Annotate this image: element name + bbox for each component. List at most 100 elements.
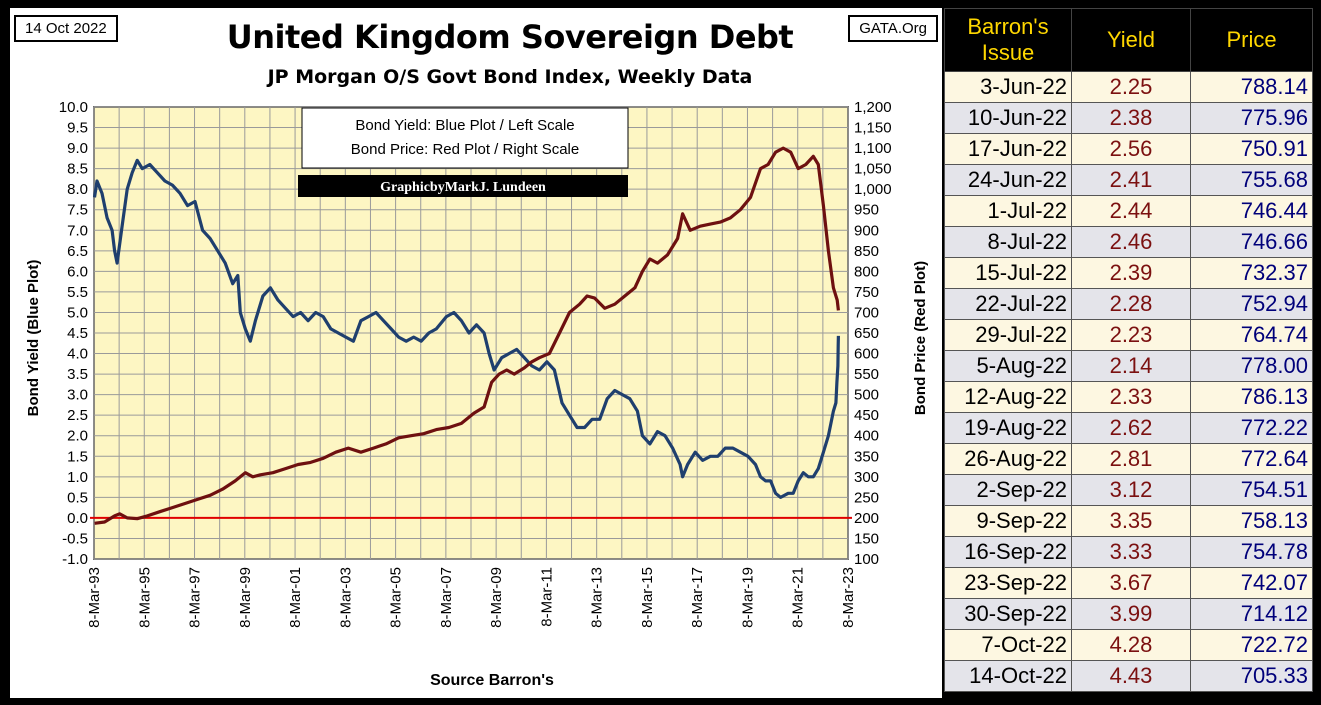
yield-cell: 3.35 (1071, 505, 1191, 537)
y-right-tick-label: 450 (854, 407, 879, 424)
table-row: 16-Sep-22 3.33 754.78 (944, 536, 1313, 568)
y-left-tick-label: 5.0 (67, 304, 88, 321)
price-cell: 752.94 (1190, 288, 1313, 320)
price-cell: 778.00 (1190, 350, 1313, 382)
data-table: Barron's Issue Yield Price 3-Jun-22 2.25 78… (944, 8, 1313, 692)
y-right-tick-label: 1,100 (854, 140, 892, 157)
table-row: 29-Jul-22 2.23 764.74 (944, 319, 1313, 351)
y-left-tick-label: 10.0 (59, 99, 88, 116)
x-tick-label: 8-Mar-97 (187, 567, 204, 628)
x-tick-label: 8-Mar-01 (287, 567, 304, 628)
table-row: 17-Jun-22 2.56 750.91 (944, 133, 1313, 165)
issue-date-cell: 1-Jul-22 (944, 195, 1072, 227)
y-right-tick-label: 750 (854, 284, 879, 301)
y-right-tick-label: 200 (854, 510, 879, 527)
yield-cell: 2.56 (1071, 133, 1191, 165)
y-right-tick-label: 500 (854, 387, 879, 404)
table-row: 24-Jun-22 2.41 755.68 (944, 164, 1313, 196)
issue-date-cell: 10-Jun-22 (944, 102, 1072, 134)
yield-cell: 2.62 (1071, 412, 1191, 444)
table-row: 26-Aug-22 2.81 772.64 (944, 443, 1313, 475)
issue-date-cell: 15-Jul-22 (944, 257, 1072, 289)
y-right-tick-label: 1,000 (854, 181, 892, 198)
x-ticks: 8-Mar-93 8-Mar-95 8-Mar-97 8-Mar-99 8-Mar-01… (86, 567, 857, 628)
y-left-tick-label: 1.0 (67, 469, 88, 486)
source-site-label: GATA.Org (848, 15, 938, 42)
price-cell: 742.07 (1190, 567, 1313, 599)
y-right-tick-label: 550 (854, 366, 879, 383)
y-left-tick-label: 4.5 (67, 325, 88, 342)
x-tick-label: 8-Mar-05 (388, 567, 405, 628)
y-left-tick-label: -0.5 (62, 530, 88, 547)
x-tick-label: 8-Mar-21 (790, 567, 807, 628)
table-row: 30-Sep-22 3.99 714.12 (944, 598, 1313, 630)
legend-price-label: Bond Price: Red Plot / Right Scale (351, 141, 579, 158)
table-row: 14-Oct-22 4.43 705.33 (944, 660, 1313, 692)
issue-date-cell: 23-Sep-22 (944, 567, 1072, 599)
table-row: 1-Jul-22 2.44 746.44 (944, 195, 1313, 227)
y-right-tick-label: 600 (854, 346, 879, 363)
table-row: 3-Jun-22 2.25 788.14 (944, 71, 1313, 103)
issue-date-cell: 29-Jul-22 (944, 319, 1072, 351)
table-row: 2-Sep-22 3.12 754.51 (944, 474, 1313, 506)
date-label: 14 Oct 2022 (14, 15, 118, 42)
price-series-line (94, 146, 840, 525)
y-right-tick-label: 650 (854, 325, 879, 342)
price-cell: 786.13 (1190, 381, 1313, 413)
yield-cell: 3.12 (1071, 474, 1191, 506)
x-tick-label: 8-Mar-15 (639, 567, 656, 628)
issue-date-cell: 16-Sep-22 (944, 536, 1072, 568)
yield-cell: 2.41 (1071, 164, 1191, 196)
price-cell: 746.66 (1190, 226, 1313, 258)
y-left-tick-label: 6.5 (67, 243, 88, 260)
y-left-tick-label: 4.0 (67, 346, 88, 363)
x-tick-label: 8-Mar-95 (136, 567, 153, 628)
yield-cell: 2.44 (1071, 195, 1191, 227)
table-row: 12-Aug-22 2.33 786.13 (944, 381, 1313, 413)
price-cell: 746.44 (1190, 195, 1313, 227)
chart-subtitle: JP Morgan O/S Govt Bond Index, Weekly Da… (267, 66, 753, 88)
price-cell: 758.13 (1190, 505, 1313, 537)
table-body: 3-Jun-22 2.25 788.14 10-Jun-22 2.38 775.96 17-… (944, 71, 1313, 692)
issue-date-cell: 26-Aug-22 (944, 443, 1072, 475)
issue-date-cell: 12-Aug-22 (944, 381, 1072, 413)
price-cell: 772.64 (1190, 443, 1313, 475)
yield-cell: 2.46 (1071, 226, 1191, 258)
yield-cell: 2.81 (1071, 443, 1191, 475)
yield-cell: 2.33 (1071, 381, 1191, 413)
price-cell: 775.96 (1190, 102, 1313, 134)
y-left-tick-label: 9.0 (67, 140, 88, 157)
y-left-tick-label: 9.5 (67, 120, 88, 137)
price-cell: 755.68 (1190, 164, 1313, 196)
yield-cell: 3.99 (1071, 598, 1191, 630)
y-right-tick-label: 1,150 (854, 120, 892, 137)
x-tick-label: 8-Mar-23 (840, 567, 857, 628)
table-row: 22-Jul-22 2.28 752.94 (944, 288, 1313, 320)
price-cell: 772.22 (1190, 412, 1313, 444)
y-right-tick-label: 350 (854, 448, 879, 465)
yield-cell: 2.39 (1071, 257, 1191, 289)
legend-box (301, 107, 629, 169)
issue-date-cell: 19-Aug-22 (944, 412, 1072, 444)
issue-date-cell: 22-Jul-22 (944, 288, 1072, 320)
chart-svg: 10.0 9.5 9.0 8.5 8.0 7.5 7.0 6.5 6.0 5.5 5.0 4.5 4.0… (25, 99, 929, 689)
credit-banner (298, 175, 628, 197)
yield-cell: 2.38 (1071, 102, 1191, 134)
x-tick-label: 8-Mar-09 (488, 567, 505, 628)
table-row: 8-Jul-22 2.46 746.66 (944, 226, 1313, 258)
price-cell: 750.91 (1190, 133, 1313, 165)
x-tick-label: 8-Mar-99 (237, 567, 254, 628)
y-left-tick-label: 1.5 (67, 448, 88, 465)
issue-date-cell: 17-Jun-22 (944, 133, 1072, 165)
issue-date-cell: 7-Oct-22 (944, 629, 1072, 661)
yield-cell: 4.43 (1071, 660, 1191, 692)
yield-cell: 3.33 (1071, 536, 1191, 568)
yield-cell: 2.25 (1071, 71, 1191, 103)
y-left-tick-label: 3.5 (67, 366, 88, 383)
y-left-tick-label: 2.5 (67, 407, 88, 424)
issue-date-cell: 14-Oct-22 (944, 660, 1072, 692)
y-right-tick-label: 400 (854, 428, 879, 445)
chart-panel: 10.0 9.5 9.0 8.5 8.0 7.5 7.0 6.5 6.0 5.5 5.0 4.5 4.0… (10, 8, 942, 698)
y-right-tick-label: 950 (854, 202, 879, 219)
y-right-tick-label: 100 (854, 551, 879, 568)
